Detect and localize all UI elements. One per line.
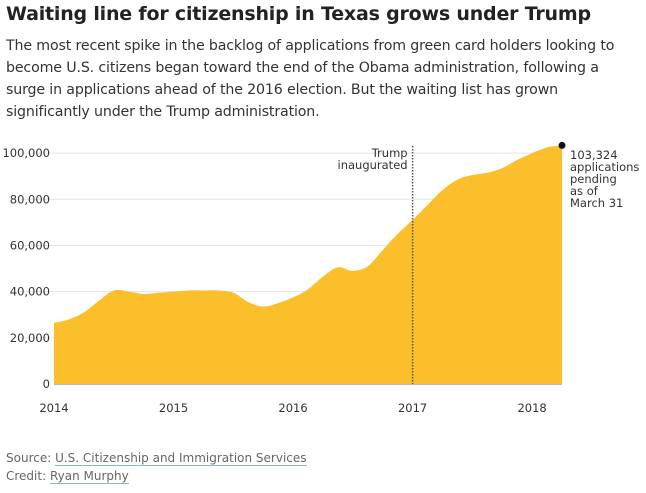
chart-subtitle: The most recent spike in the backlog of … bbox=[6, 38, 615, 120]
credit-prefix: Credit: bbox=[6, 469, 50, 483]
y-tick-label: 20,000 bbox=[10, 331, 50, 345]
y-tick-label: 80,000 bbox=[10, 192, 50, 206]
area-series-applications-pending bbox=[54, 145, 562, 384]
x-tick-label: 2016 bbox=[278, 401, 307, 415]
y-tick-label: 40,000 bbox=[10, 285, 50, 299]
y-tick-label: 100,000 bbox=[2, 146, 50, 160]
latest-value-label: 103,324 bbox=[570, 148, 618, 162]
credit-line: Credit: Ryan Murphy bbox=[6, 469, 129, 484]
latest-value-dot bbox=[558, 141, 566, 149]
inauguration-label: Trump bbox=[371, 146, 408, 160]
x-tick-label: 2014 bbox=[39, 401, 68, 415]
latest-value-label: applications bbox=[570, 160, 639, 174]
x-tick-label: 2017 bbox=[398, 401, 427, 415]
inauguration-label: inaugurated bbox=[338, 158, 408, 172]
chart-title: Waiting line for citizenship in Texas gr… bbox=[6, 3, 591, 25]
latest-value-label: March 31 bbox=[570, 196, 623, 210]
latest-value-label: as of bbox=[570, 184, 599, 198]
source-link[interactable]: U.S. Citizenship and Immigration Service… bbox=[55, 451, 307, 466]
y-tick-label: 60,000 bbox=[10, 238, 50, 252]
area-chart: 0 20,000 40,000 60,000 80,000 100,000 2014 2015… bbox=[2, 141, 639, 415]
x-tick-label: 2015 bbox=[159, 401, 188, 415]
latest-value-label: pending bbox=[570, 172, 617, 186]
y-tick-label: 0 bbox=[43, 377, 50, 391]
source-line: Source: U.S. Citizenship and Immigration… bbox=[6, 451, 307, 466]
credit-link[interactable]: Ryan Murphy bbox=[49, 469, 129, 484]
source-prefix: Source: bbox=[6, 451, 56, 465]
x-tick-label: 2018 bbox=[517, 401, 546, 415]
